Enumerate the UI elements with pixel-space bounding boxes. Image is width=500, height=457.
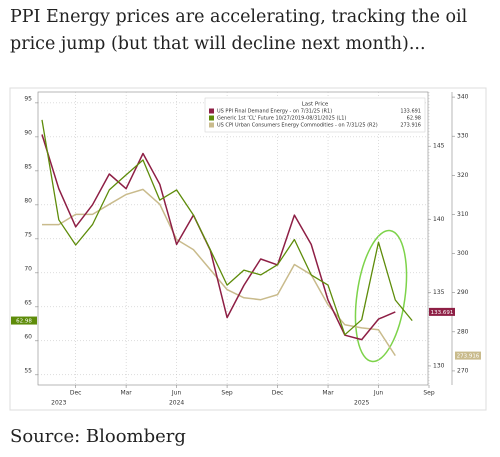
y-tick-label: 75 bbox=[24, 231, 32, 238]
x-tick-label: Sep bbox=[423, 390, 435, 397]
x-tick-label: Mar bbox=[120, 390, 132, 397]
legend-title: Last Price bbox=[302, 102, 329, 108]
legend-label: US CPI Urban Consumers Energy Commoditie… bbox=[217, 123, 378, 129]
y-tick-label: 90 bbox=[24, 129, 32, 136]
y3-tick-label: 330 bbox=[457, 133, 469, 140]
y-tick-label: 60 bbox=[24, 333, 32, 340]
x-tick-label: Sep bbox=[221, 390, 233, 397]
x-tick-label: Jun bbox=[171, 390, 182, 397]
y2-tick-label: 145 bbox=[433, 143, 445, 150]
y-tick-label: 80 bbox=[24, 197, 32, 204]
y3-tick-label: 340 bbox=[457, 94, 469, 101]
last-value-box bbox=[455, 351, 481, 360]
y-tick-label: 70 bbox=[24, 265, 32, 272]
y3-tick-label: 270 bbox=[457, 367, 469, 374]
y3-tick-label: 320 bbox=[457, 172, 469, 179]
x-year-label: 2023 bbox=[51, 400, 66, 407]
last-value-label: 62.98 bbox=[16, 319, 32, 325]
y3-tick-label: 280 bbox=[457, 328, 469, 335]
y2-tick-label: 130 bbox=[433, 362, 445, 369]
series-line bbox=[41, 119, 413, 336]
y2-tick-label: 135 bbox=[433, 289, 445, 296]
highlight-ellipse bbox=[354, 229, 408, 363]
y-tick-label: 65 bbox=[24, 299, 32, 306]
x-tick-label: Dec bbox=[70, 390, 82, 397]
series-line bbox=[42, 188, 396, 357]
y3-tick-label: 290 bbox=[457, 289, 469, 296]
series-line bbox=[41, 134, 396, 341]
x-tick-label: Mar bbox=[322, 390, 334, 397]
last-value-label: 133.691 bbox=[431, 310, 454, 316]
legend-value: 273.916 bbox=[400, 123, 421, 129]
source-note: Source: Bloomberg bbox=[10, 426, 186, 447]
last-value-label: 273.916 bbox=[457, 354, 480, 360]
y3-tick-label: 310 bbox=[457, 211, 469, 218]
y3-tick-label: 300 bbox=[457, 250, 469, 257]
x-tick-label: Dec bbox=[272, 390, 284, 397]
legend-swatch bbox=[209, 115, 214, 121]
x-tick-label: Jun bbox=[373, 390, 384, 397]
legend-label: Generic 1st 'CL' Future 10/27/2019-08/31… bbox=[217, 116, 346, 122]
legend-value: 133.691 bbox=[400, 109, 421, 115]
last-value-box bbox=[429, 307, 455, 316]
y-tick-label: 85 bbox=[24, 163, 32, 170]
legend-swatch bbox=[209, 108, 214, 114]
legend-swatch bbox=[209, 122, 214, 128]
page-title: PPI Energy prices are accelerating, trac… bbox=[10, 7, 468, 54]
x-year-label: 2024 bbox=[169, 400, 184, 407]
y2-tick-label: 140 bbox=[433, 216, 445, 223]
x-year-label: 2025 bbox=[354, 400, 369, 407]
legend-value: 62.98 bbox=[407, 116, 421, 122]
y-tick-label: 95 bbox=[24, 95, 32, 102]
last-value-box bbox=[11, 316, 37, 325]
chart-frame bbox=[9, 87, 487, 411]
chart: 55 60 65 70 75 80 85 90 95 130 135 140 145 270 280 290 3… bbox=[9, 87, 487, 411]
plot-frame bbox=[37, 91, 429, 386]
y-tick-label: 55 bbox=[24, 367, 32, 374]
legend-label: US PPI Final Demand Energy - on 7/31/25 … bbox=[217, 109, 332, 115]
legend-box bbox=[204, 97, 426, 133]
